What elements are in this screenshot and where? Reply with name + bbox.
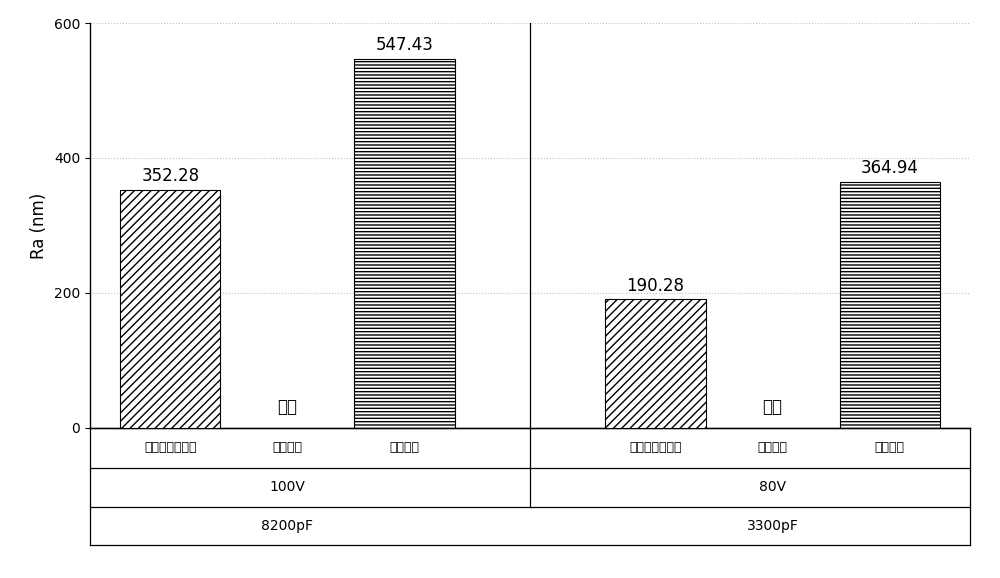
Bar <box>354 58 455 428</box>
Text: 去离子水: 去离子水 <box>875 442 905 454</box>
Text: 364.94: 364.94 <box>861 159 919 177</box>
Y-axis label: Ra (nm): Ra (nm) <box>30 192 48 258</box>
Text: 190.28: 190.28 <box>626 277 684 295</box>
Text: 100V: 100V <box>269 480 305 494</box>
Text: 氮气射流: 氮气射流 <box>272 442 302 454</box>
Text: 547.43: 547.43 <box>376 36 433 54</box>
Text: 去离子水: 去离子水 <box>390 442 420 454</box>
Bar <box>840 181 940 428</box>
Bar <box>120 190 220 428</box>
Text: 冷等离子体射流: 冷等离子体射流 <box>629 442 682 454</box>
Text: 3300pF: 3300pF <box>747 519 799 533</box>
Text: 氮气射流: 氮气射流 <box>758 442 788 454</box>
Text: 8200pF: 8200pF <box>261 519 313 533</box>
Bar <box>605 299 706 428</box>
Text: 冷等离子体射流: 冷等离子体射流 <box>144 442 197 454</box>
Text: 失败: 失败 <box>277 398 297 416</box>
Text: 失败: 失败 <box>763 398 783 416</box>
Text: 352.28: 352.28 <box>141 168 199 186</box>
Text: 80V: 80V <box>759 480 786 494</box>
